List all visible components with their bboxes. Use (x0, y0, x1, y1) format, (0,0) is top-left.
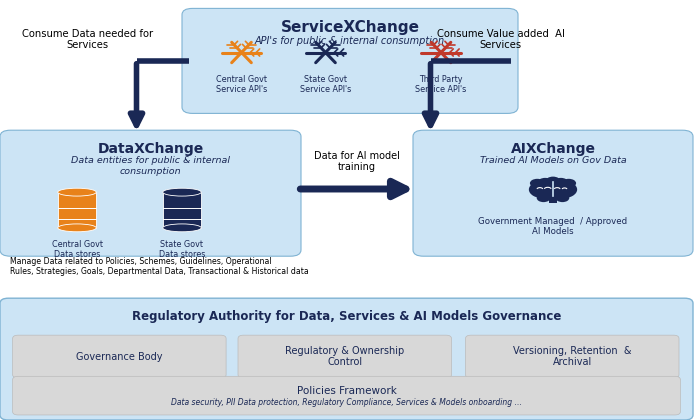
Ellipse shape (162, 188, 202, 196)
Text: Versioning, Retention  &
Archival: Versioning, Retention & Archival (513, 346, 631, 368)
Circle shape (529, 181, 559, 198)
Text: Consume Value added  AI
Services: Consume Value added AI Services (437, 29, 564, 50)
Text: API's for public & internal consumption: API's for public & internal consumption (255, 36, 445, 46)
FancyBboxPatch shape (0, 298, 693, 420)
Text: Regulatory Authority for Data, Services & AI Models Governance: Regulatory Authority for Data, Services … (132, 310, 561, 323)
Ellipse shape (162, 224, 202, 232)
Circle shape (554, 178, 568, 186)
Bar (162, 192, 202, 228)
Text: Consume Data needed for
Services: Consume Data needed for Services (22, 29, 153, 50)
FancyBboxPatch shape (0, 130, 301, 256)
Circle shape (561, 179, 576, 188)
Text: Data for AI model
training: Data for AI model training (314, 151, 400, 172)
Text: Manage Data related to Policies, Schemes, Guidelines, Operational
Rules, Strateg: Manage Data related to Policies, Schemes… (10, 257, 309, 276)
Circle shape (530, 179, 545, 188)
Bar (550, 195, 556, 203)
FancyBboxPatch shape (13, 376, 680, 415)
Text: State Govt
Data stores: State Govt Data stores (159, 239, 205, 259)
Circle shape (546, 176, 560, 185)
Text: ServiceXChange: ServiceXChange (281, 20, 419, 35)
Text: Government Managed  / Approved
AI Models: Government Managed / Approved AI Models (478, 217, 628, 236)
Text: State Govt
Service API's: State Govt Service API's (300, 75, 351, 94)
Ellipse shape (57, 188, 97, 196)
Text: Policies Framework: Policies Framework (297, 386, 396, 396)
Text: AIXChange: AIXChange (510, 142, 596, 156)
Text: Central Govt
Data stores: Central Govt Data stores (52, 239, 102, 259)
FancyBboxPatch shape (466, 335, 679, 378)
Text: Data security, PII Data protection, Regulatory Compliance, Services & Models onb: Data security, PII Data protection, Regu… (171, 398, 522, 407)
Bar (57, 192, 97, 228)
Text: Central Govt
Service API's: Central Govt Service API's (216, 75, 267, 94)
Text: Governance Body: Governance Body (76, 352, 162, 362)
Ellipse shape (57, 224, 97, 232)
Circle shape (537, 194, 550, 202)
FancyBboxPatch shape (13, 335, 226, 378)
Text: Trained AI Models on Gov Data: Trained AI Models on Gov Data (480, 156, 626, 165)
Text: Regulatory & Ownership
Control: Regulatory & Ownership Control (285, 346, 405, 368)
FancyBboxPatch shape (182, 8, 518, 113)
Circle shape (547, 181, 577, 198)
FancyBboxPatch shape (238, 335, 452, 378)
Text: Data entities for public & internal
consumption: Data entities for public & internal cons… (71, 156, 230, 176)
Text: DataXChange: DataXChange (97, 142, 204, 156)
FancyBboxPatch shape (413, 130, 693, 256)
Circle shape (538, 178, 552, 186)
Text: Third Party
Service API's: Third Party Service API's (415, 75, 467, 94)
Circle shape (556, 194, 569, 202)
